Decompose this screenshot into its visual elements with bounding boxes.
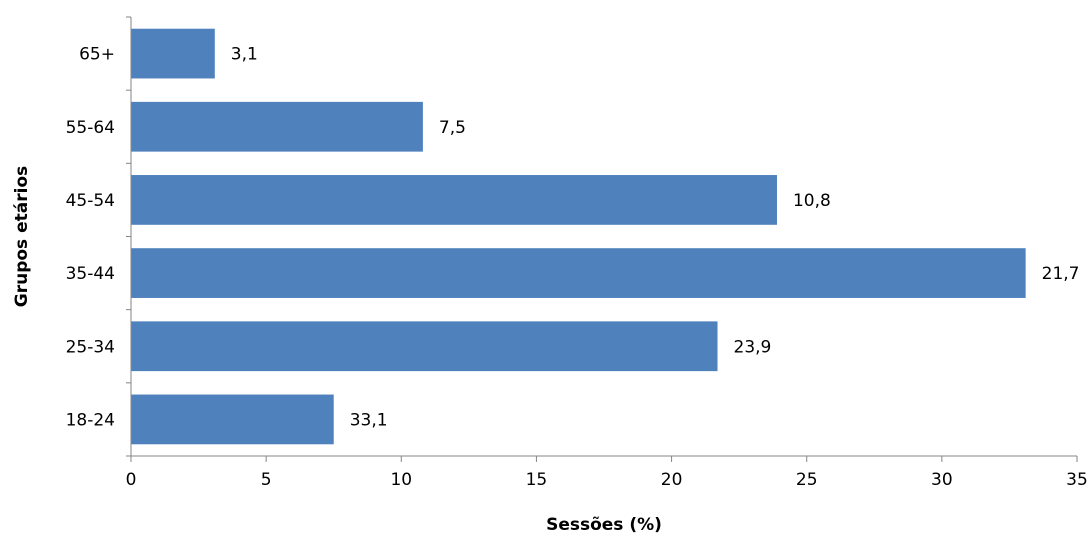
bar-55-64 [131, 101, 423, 152]
y-tick-label: 25-34 [66, 337, 115, 357]
x-tick-label: 0 [126, 470, 137, 490]
x-tick-label: 5 [261, 470, 272, 490]
y-tick-label: 35-44 [66, 264, 115, 284]
x-tick-label: 10 [390, 470, 412, 490]
bar-65+ [131, 28, 215, 79]
axes-layer [130, 17, 1077, 457]
bar-45-54 [131, 175, 777, 225]
bar-35-44 [131, 248, 1026, 298]
data-label: 3,1 [231, 45, 258, 65]
x-tick-label: 15 [526, 470, 548, 490]
labels-layer: 18-24 33,1 25-34 23,9 35-44 21,7 45-54 10,8 55-6… [66, 45, 1088, 490]
x-tick-label: 20 [661, 470, 683, 490]
y-tick-label: 55-64 [66, 118, 115, 138]
data-label: 33,1 [350, 410, 388, 430]
y-tick-label: 18-24 [66, 410, 115, 430]
y-axis-title: Grupos etários [12, 166, 32, 307]
bar-25-34 [131, 321, 718, 372]
data-label: 21,7 [1042, 264, 1080, 284]
data-label: 7,5 [439, 118, 466, 138]
x-tick-label: 35 [1066, 470, 1088, 490]
x-axis-title: Sessões (%) [546, 515, 662, 535]
ticks-layer [126, 16, 1078, 462]
bars-layer [131, 28, 1026, 445]
y-tick-label: 65+ [79, 45, 115, 65]
x-tick-label: 25 [796, 470, 818, 490]
data-label: 23,9 [734, 337, 772, 357]
bar-18-24 [131, 394, 334, 445]
x-tick-label: 30 [931, 470, 953, 490]
y-tick-label: 45-54 [66, 191, 115, 211]
data-label: 10,8 [793, 191, 831, 211]
